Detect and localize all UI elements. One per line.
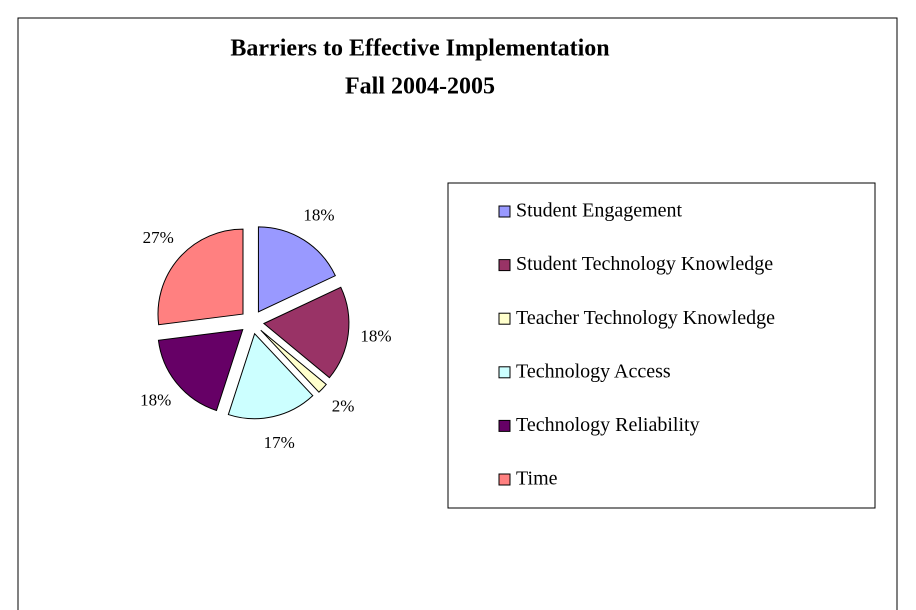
pie-slice <box>157 228 244 326</box>
chart-subtitle: Fall 2004-2005 <box>345 74 495 100</box>
data-label: 17% <box>264 433 295 452</box>
data-label: 18% <box>360 327 391 346</box>
legend-label: Teacher Technology Knowledge <box>516 307 775 329</box>
legend-swatch <box>498 312 511 325</box>
data-label: 2% <box>332 396 355 415</box>
legend-swatch <box>498 473 511 486</box>
legend-label: Student Technology Knowledge <box>516 253 773 275</box>
pie-slice <box>157 329 244 412</box>
legend-swatch <box>498 366 511 379</box>
legend-label: Student Engagement <box>516 200 683 222</box>
data-label: 18% <box>140 391 171 410</box>
legend-box <box>447 182 876 509</box>
pie-slice <box>257 226 337 313</box>
pie-slice <box>227 332 314 420</box>
pie-slice <box>262 286 350 379</box>
data-label: 27% <box>143 228 174 247</box>
legend-swatch <box>498 205 511 218</box>
chart-title: Barriers to Effective Implementation <box>230 36 609 62</box>
data-label: 18% <box>303 205 334 224</box>
legend-swatch <box>498 259 511 272</box>
legend-label: Technology Reliability <box>516 414 700 436</box>
pie-slice <box>260 329 327 393</box>
legend-label: Technology Access <box>516 360 671 382</box>
legend-swatch <box>498 419 511 432</box>
legend-label: Time <box>516 468 558 490</box>
